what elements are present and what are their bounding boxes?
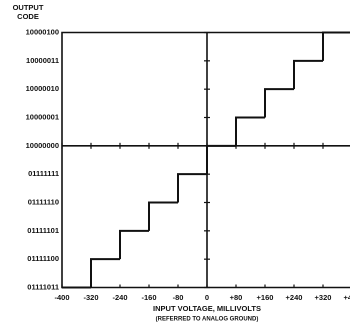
- x-tick-label: -80: [173, 293, 184, 302]
- y-tick-label: 01111110: [28, 197, 59, 206]
- y-tick-label: 10000000: [26, 141, 59, 150]
- y-tick-label: 01111011: [27, 282, 59, 291]
- step-segment: [206, 144, 236, 175]
- step-segment: [235, 116, 265, 146]
- x-tick-label: -240: [112, 293, 127, 302]
- step-segment: [177, 173, 207, 203]
- x-tick-label: +80: [230, 293, 243, 302]
- y-tick-label: 01111100: [27, 254, 59, 263]
- x-tick-label: +160: [257, 293, 274, 302]
- y-tick-label: 10000001: [26, 112, 59, 121]
- step-segment: [90, 258, 120, 288]
- x-tick-label: -320: [83, 293, 98, 302]
- y-tick-label: 01111101: [27, 226, 59, 235]
- x-tick-label: 0: [205, 293, 209, 302]
- step-segment: [322, 31, 350, 61]
- x-tick-label: +240: [286, 293, 303, 302]
- y-tick-label: 10000010: [26, 84, 59, 93]
- y-tick-label: 01111111: [28, 169, 59, 178]
- step-segment: [119, 229, 149, 260]
- x-axis-label: INPUT VOLTAGE, MILLIVOLTS: [153, 304, 261, 313]
- step-segment: [264, 88, 294, 118]
- y-axis-title: OUTPUT: [13, 3, 44, 12]
- x-axis-note: (REFERRED TO ANALOG GROUND): [156, 317, 259, 323]
- step-segment: [293, 59, 323, 90]
- x-tick-label: +400: [344, 293, 350, 302]
- y-tick-label: 10000100: [26, 27, 59, 36]
- y-tick-label: 10000011: [26, 56, 59, 65]
- x-tick-label: +320: [315, 293, 332, 302]
- x-tick-label: -160: [141, 293, 156, 302]
- x-tick-label: -400: [54, 293, 69, 302]
- y-axis-subtitle: CODE: [17, 12, 39, 21]
- step-segment: [148, 201, 178, 231]
